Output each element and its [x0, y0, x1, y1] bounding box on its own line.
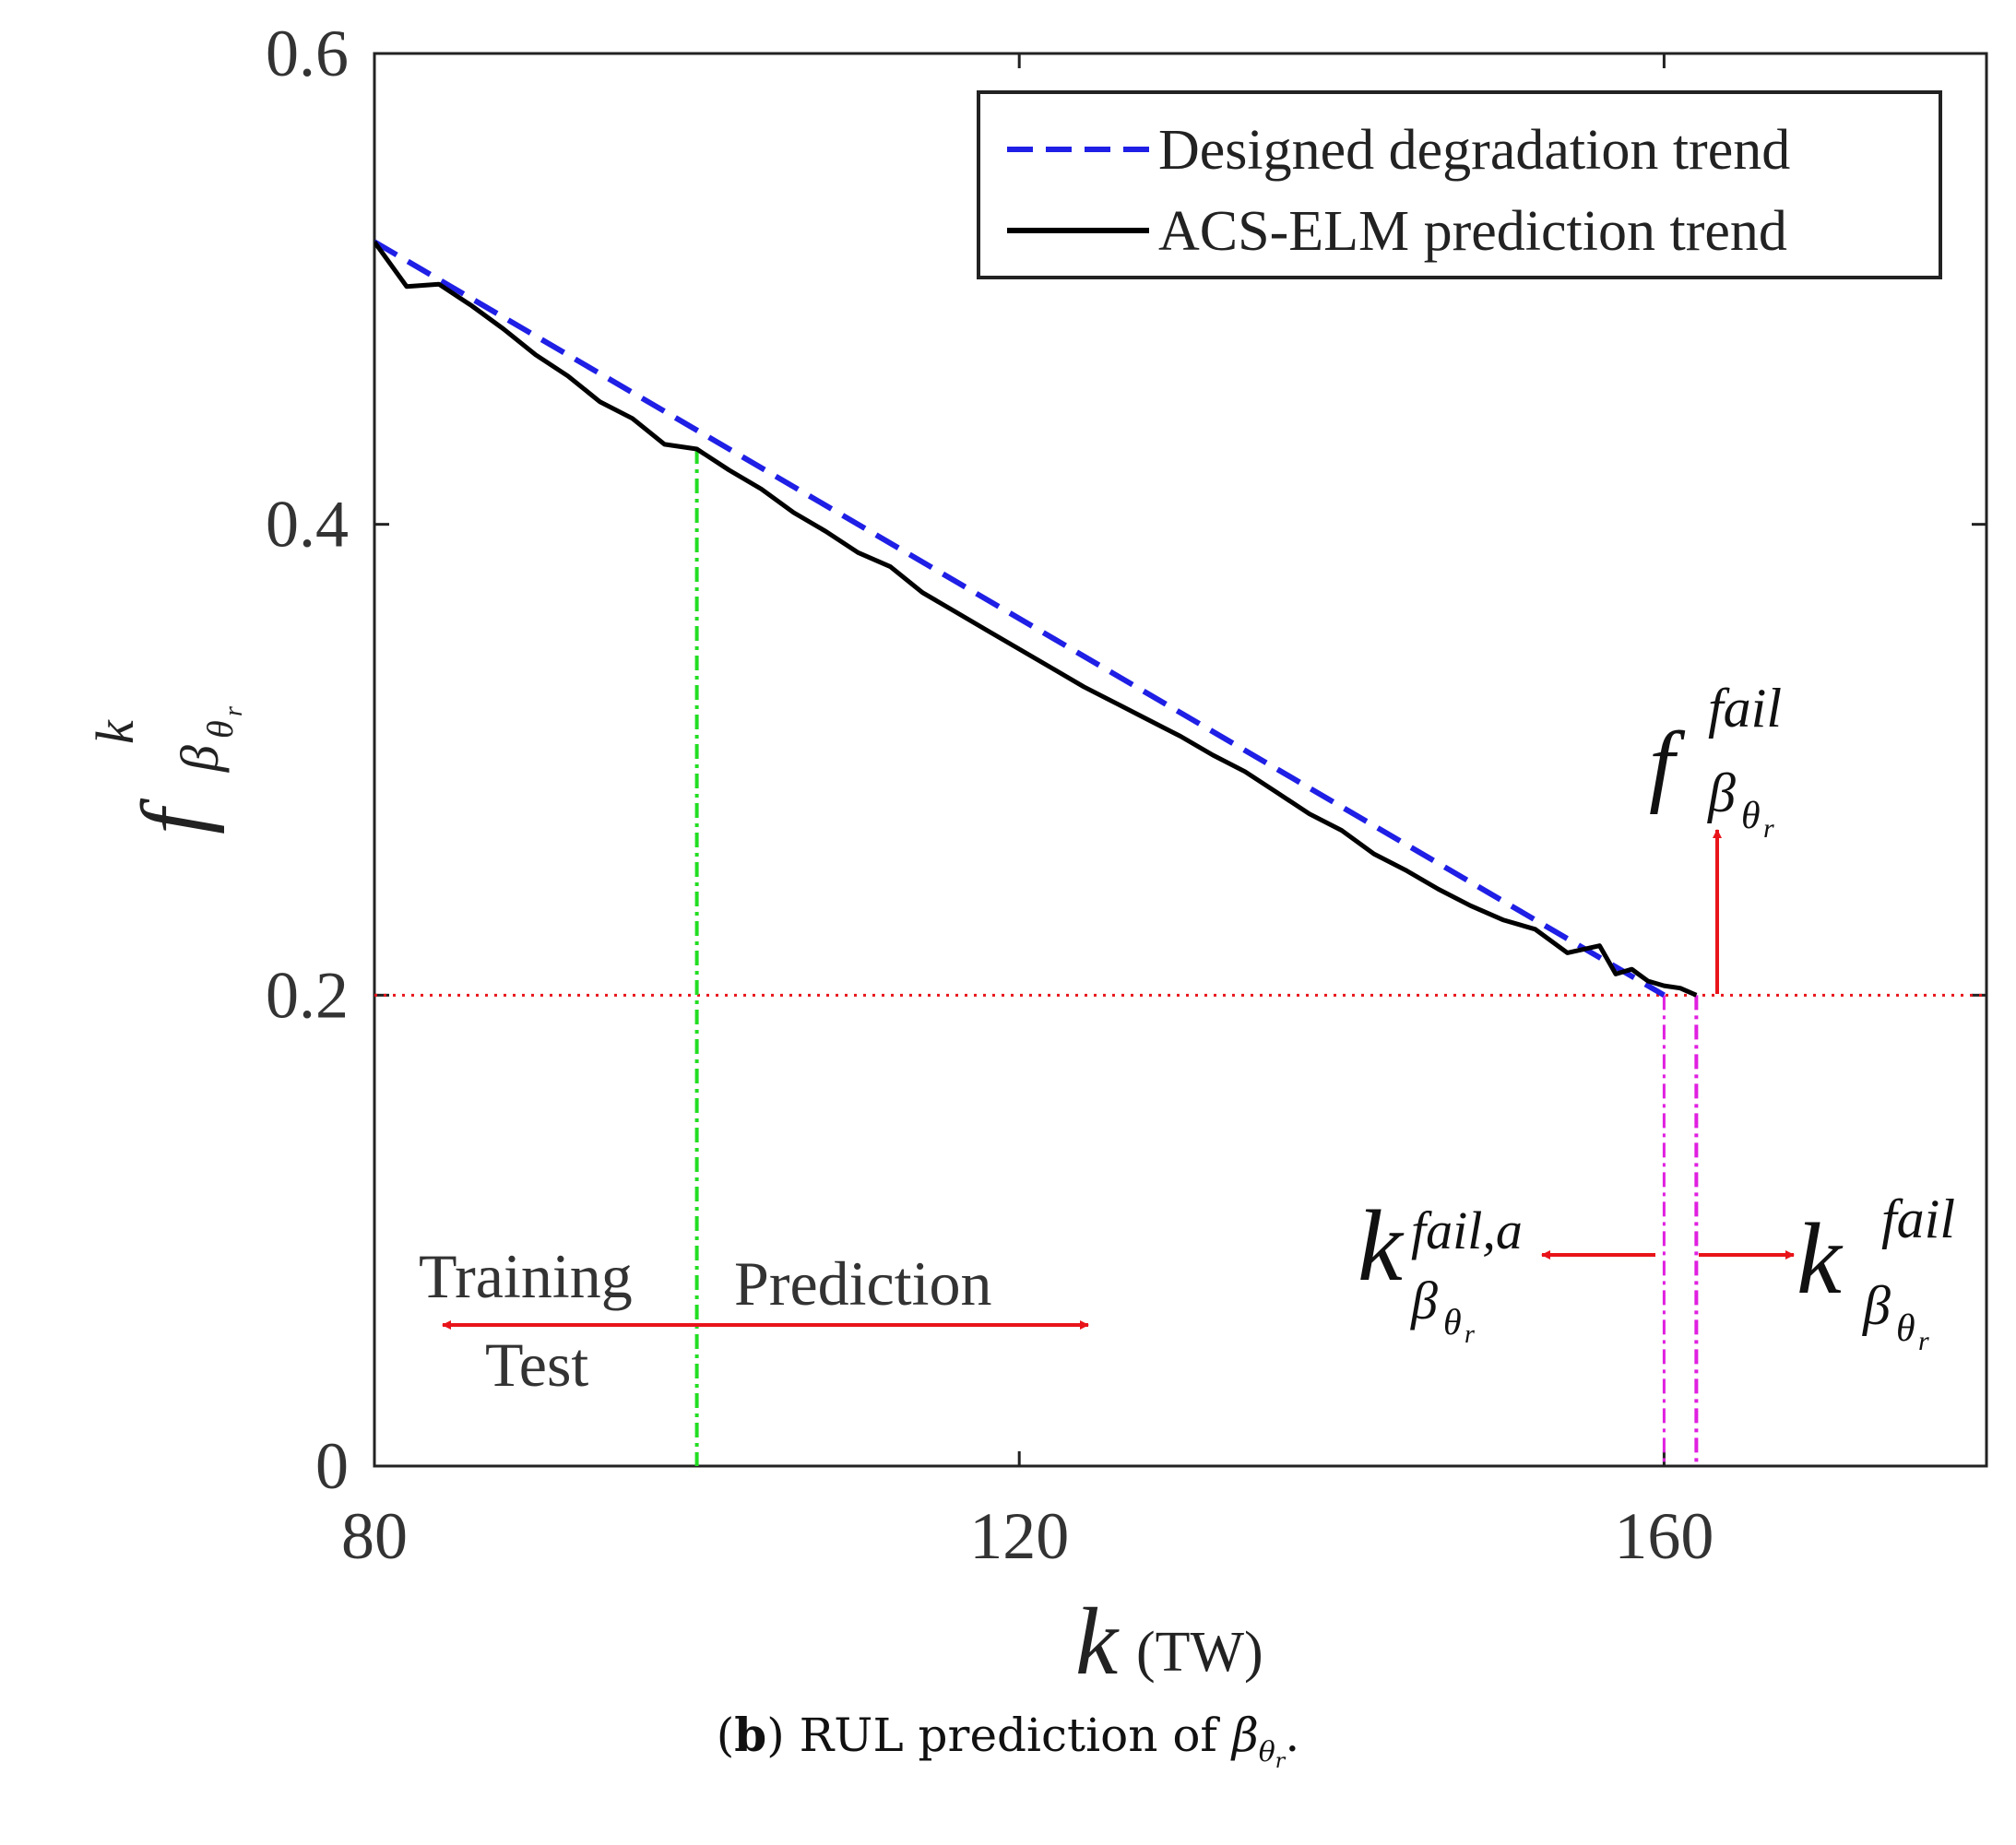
- k-fail-label: k fail β θ r: [1797, 1189, 1955, 1356]
- caption-sub: θ: [1258, 1736, 1275, 1768]
- legend-box: [977, 90, 1942, 279]
- y-axis-label-r: r: [219, 706, 248, 716]
- caption-symbol: β: [1231, 1709, 1259, 1762]
- k-fail-sup: fail: [1881, 1189, 1955, 1249]
- x-tick-label: 120: [969, 1499, 1069, 1573]
- y-axis-label: f k β θ r: [85, 706, 248, 834]
- k-fail-sub-theta: θ: [1896, 1307, 1915, 1350]
- figure-caption: (b) RUL prediction of βθr.: [716, 1708, 1300, 1773]
- caption-label: b: [734, 1708, 767, 1762]
- series-designed-degradation-trend: [374, 239, 1666, 998]
- k-fail-a-main: k: [1358, 1189, 1405, 1302]
- y-tick-label: 0.2: [266, 958, 349, 1032]
- legend-label-acs-elm: ACS-ELM prediction trend: [1158, 200, 1787, 263]
- series-acs-elm-prediction-trend: [374, 240, 1698, 998]
- axis-tick-labels: 80 120 160 0 0.2 0.4 0.6: [266, 17, 1714, 1573]
- k-fail-main: k: [1797, 1202, 1844, 1315]
- k-fail-a-sub-r: r: [1465, 1320, 1475, 1349]
- x-axis-label-k: k: [1075, 1589, 1120, 1695]
- x-axis-label-unit: (TW): [1136, 1621, 1263, 1684]
- prediction-label: Prediction: [734, 1248, 992, 1319]
- caption-subsub: r: [1275, 1750, 1286, 1773]
- x-tick-label: 160: [1614, 1499, 1714, 1573]
- f-fail-sub-theta: θ: [1741, 795, 1761, 837]
- legend-label-designed: Designed degradation trend: [1158, 119, 1790, 182]
- f-fail-sup: fail: [1708, 678, 1782, 739]
- test-label: Test: [485, 1330, 588, 1400]
- k-fail-a-label: k fail,a β θ r: [1358, 1189, 1523, 1349]
- f-fail-sub-r: r: [1763, 813, 1774, 844]
- y-tick-label: 0: [315, 1429, 349, 1503]
- x-axis-label: k (TW): [1075, 1589, 1263, 1695]
- caption-end: .: [1285, 1709, 1300, 1762]
- caption-text: RUL prediction of: [784, 1709, 1232, 1762]
- k-fail-a-sup: fail,a: [1411, 1200, 1523, 1260]
- legend: Designed degradation trend ACS-ELM predi…: [977, 90, 1942, 279]
- x-tick-label: 80: [341, 1499, 408, 1573]
- k-fail-sub-r: r: [1918, 1326, 1929, 1356]
- f-fail-label: f fail β θ r: [1649, 678, 1782, 844]
- k-fail-a-sub-theta: θ: [1443, 1301, 1462, 1342]
- y-tick-label: 0.6: [266, 17, 349, 90]
- f-fail-main: f: [1649, 713, 1686, 815]
- axis-ticks: [373, 52, 1986, 1468]
- y-axis-label-k: k: [85, 719, 145, 744]
- y-tick-label: 0.4: [266, 488, 349, 562]
- y-axis-label-beta: β: [170, 745, 230, 773]
- y-axis-label-f: f: [123, 798, 225, 834]
- k-fail-sub-beta: β: [1862, 1275, 1891, 1336]
- training-label: Training: [419, 1241, 633, 1311]
- k-fail-a-sub-beta: β: [1410, 1271, 1438, 1331]
- f-fail-sub-beta: β: [1707, 763, 1736, 823]
- y-axis-label-theta: θ: [199, 720, 241, 739]
- plot-frame: [373, 52, 1988, 1468]
